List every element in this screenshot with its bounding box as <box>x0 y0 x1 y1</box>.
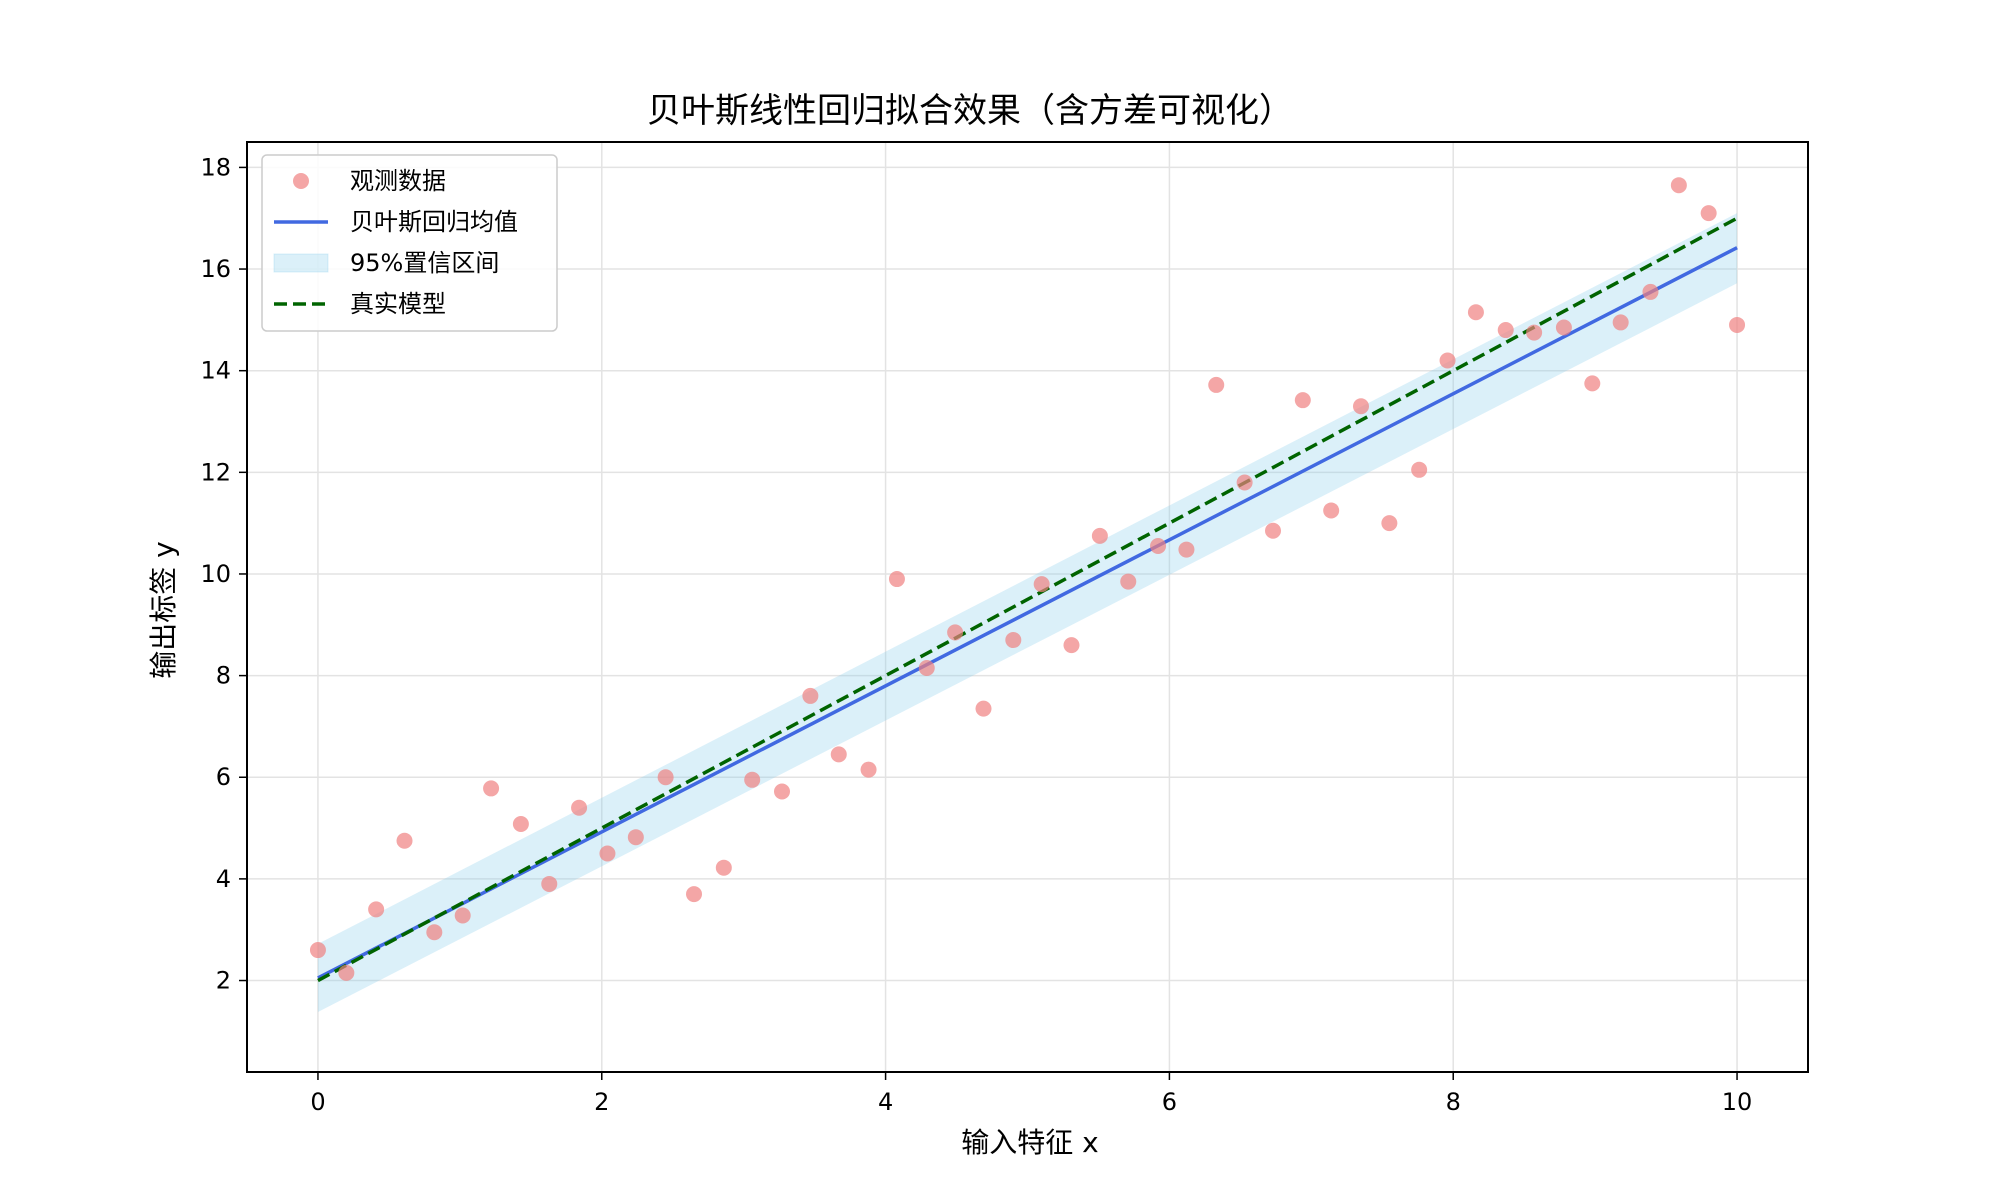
data-point <box>947 624 964 641</box>
data-point <box>1352 398 1369 415</box>
data-point <box>483 780 500 797</box>
data-point <box>1265 522 1282 539</box>
y-tick-label: 6 <box>216 763 231 791</box>
data-point <box>830 746 847 763</box>
data-point <box>571 799 588 816</box>
x-tick-label: 2 <box>594 1088 609 1116</box>
data-point <box>1033 576 1050 593</box>
y-tick-label: 8 <box>216 662 231 690</box>
data-point <box>1091 527 1108 544</box>
data-point <box>918 659 935 676</box>
legend-label: 真实模型 <box>350 290 446 318</box>
x-axis-title: 输入特征 x <box>961 1126 1098 1159</box>
data-point <box>1063 637 1080 654</box>
legend-box <box>261 154 558 332</box>
legend-marker-band <box>273 253 329 273</box>
data-point <box>1497 322 1514 339</box>
data-point <box>1700 205 1717 222</box>
data-point <box>541 875 558 892</box>
data-point <box>1005 632 1022 649</box>
legend-label: 95%置信区间 <box>350 249 499 277</box>
data-point <box>802 687 819 704</box>
data-point <box>1323 502 1340 519</box>
data-point <box>512 816 529 832</box>
data-point <box>396 832 413 849</box>
y-tick-label: 2 <box>216 967 231 995</box>
y-tick-label: 10 <box>200 560 231 588</box>
data-point <box>1467 304 1484 321</box>
data-point <box>309 942 326 959</box>
y-tick-label: 14 <box>200 357 231 385</box>
legend-marker-scatter <box>293 173 309 189</box>
y-axis-title: 输出标签 y <box>147 541 180 678</box>
data-point <box>1642 283 1659 300</box>
data-point <box>1526 324 1543 341</box>
data-point <box>1208 376 1225 393</box>
data-point <box>657 769 674 786</box>
data-point <box>1584 375 1601 392</box>
data-point <box>1236 474 1253 491</box>
data-point <box>715 859 732 876</box>
y-tick-label: 16 <box>200 255 231 283</box>
data-point <box>1612 314 1629 331</box>
data-point <box>1411 461 1428 478</box>
data-point <box>338 964 355 981</box>
legend-label: 观测数据 <box>350 167 446 195</box>
data-point <box>599 845 616 862</box>
legend-label: 贝叶斯回归均值 <box>350 208 518 236</box>
data-point <box>888 571 905 588</box>
data-point <box>1381 515 1398 532</box>
plot-area: 0 2 4 6 8 10 2 4 6 8 10 12 14 16 18 <box>200 141 1809 1116</box>
true-model-line <box>317 216 1738 983</box>
y-tick-label: 4 <box>216 865 231 893</box>
data-point <box>1670 177 1687 194</box>
data-point <box>1120 573 1137 590</box>
y-tick-label: 12 <box>200 458 231 486</box>
x-tick-label: 0 <box>310 1088 325 1116</box>
x-tick-label: 8 <box>1446 1088 1461 1116</box>
data-point <box>627 829 644 846</box>
data-point <box>773 783 790 800</box>
data-point <box>1555 319 1572 336</box>
data-point <box>1294 392 1311 409</box>
data-point <box>860 761 877 778</box>
data-point <box>686 886 703 903</box>
data-point <box>454 907 471 924</box>
axes-frame <box>246 141 1809 1073</box>
data-point <box>1150 538 1167 555</box>
y-tick-label: 18 <box>200 153 231 181</box>
data-point <box>1439 352 1456 369</box>
mean-regression-line <box>317 246 1738 980</box>
data-point <box>368 901 385 918</box>
x-tick-label: 10 <box>1722 1088 1753 1116</box>
x-tick-label: 4 <box>878 1088 893 1116</box>
data-point <box>1178 541 1195 558</box>
data-point <box>1729 316 1746 333</box>
x-tick-label: 6 <box>1162 1088 1177 1116</box>
data-point <box>426 924 443 941</box>
plot-content <box>309 177 1746 1013</box>
chart-title: 贝叶斯线性回归拟合效果（含方差可视化） <box>647 91 1293 131</box>
data-point <box>975 700 992 717</box>
data-point <box>744 771 761 788</box>
